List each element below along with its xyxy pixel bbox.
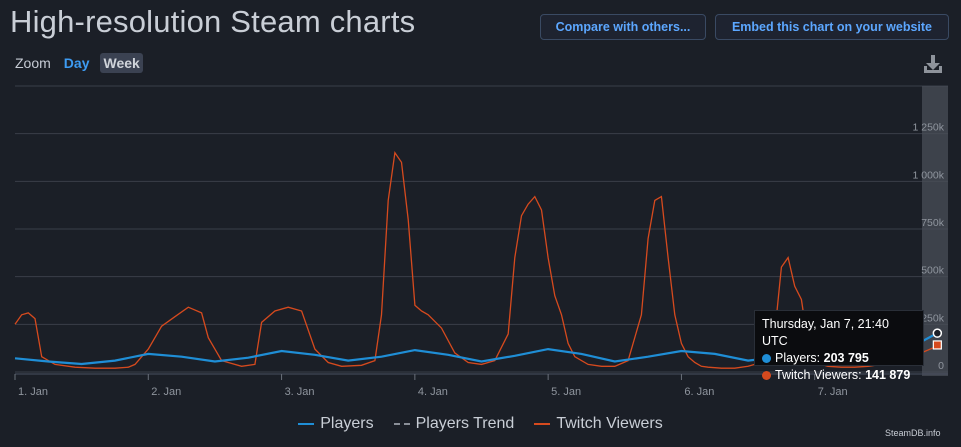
players-line-icon bbox=[298, 423, 315, 425]
chart-gridlines bbox=[15, 85, 948, 373]
zoom-week-button[interactable]: Week bbox=[100, 53, 143, 73]
x-tick-label: 5. Jan bbox=[551, 386, 581, 398]
legend-item-players-trend[interactable]: Players Trend bbox=[393, 415, 515, 433]
x-tick-label: 2. Jan bbox=[151, 386, 181, 398]
y-tick-label: 250k bbox=[921, 312, 945, 324]
legend-item-players[interactable]: Players bbox=[298, 415, 374, 433]
series-line-twitch-viewers bbox=[14, 150, 938, 369]
x-tick-label: 4. Jan bbox=[418, 386, 448, 398]
players-dot-icon bbox=[762, 354, 771, 363]
credit-link[interactable]: SteamDB.info bbox=[885, 428, 941, 438]
y-tick-label: 750k bbox=[921, 217, 945, 229]
x-tick-label: 1. Jan bbox=[18, 386, 48, 398]
x-axis-ticks: 1. Jan 2. Jan 3. Jan 4. Jan 5. Jan 6. Jan 7. J… bbox=[14, 373, 948, 398]
viewers-dot-icon bbox=[762, 371, 771, 380]
x-tick-label: 3. Jan bbox=[285, 386, 315, 398]
y-tick-label: 1 000k bbox=[912, 169, 944, 181]
x-tick-label: 7. Jan bbox=[818, 386, 848, 398]
players-hover-marker bbox=[932, 328, 943, 338]
zoom-controls: Zoom Day Week bbox=[15, 53, 151, 73]
hover-markers bbox=[932, 328, 943, 350]
tooltip-title: Thursday, Jan 7, 21:40 UTC bbox=[762, 317, 889, 348]
viewers-line-icon bbox=[534, 423, 551, 425]
page-title: High-resolution Steam charts bbox=[10, 4, 416, 39]
tooltip-players-label: Players: bbox=[775, 351, 821, 365]
chart-tooltip: Thursday, Jan 7, 21:40 UTC Players: 203 … bbox=[754, 310, 924, 382]
viewers-hover-marker bbox=[932, 340, 942, 350]
y-tick-label: 1 250k bbox=[912, 122, 944, 134]
trend-line-icon bbox=[393, 423, 410, 425]
tooltip-players-value: 203 795 bbox=[823, 351, 869, 365]
zoom-day-button[interactable]: Day bbox=[63, 55, 90, 71]
y-tick-label: 500k bbox=[921, 265, 945, 277]
y-axis-ticks: 0 250k 500k 750k 1 000k 1 250k bbox=[912, 122, 944, 372]
zoom-label: Zoom bbox=[15, 55, 51, 71]
legend-label-twitch-viewers: Twitch Viewers bbox=[556, 415, 663, 432]
y-tick-label: 0 bbox=[938, 360, 944, 372]
download-icon[interactable] bbox=[922, 53, 944, 75]
tooltip-viewers-value: 141 879 bbox=[865, 368, 911, 382]
legend-label-players: Players bbox=[320, 415, 374, 432]
navigator-handle[interactable] bbox=[922, 86, 948, 376]
x-tick-label: 6. Jan bbox=[684, 386, 714, 398]
tooltip-players-row: Players: 203 795 bbox=[762, 350, 916, 367]
tooltip-viewers-label: Twitch Viewers: bbox=[775, 368, 862, 382]
chart-legend: Players Players Trend Twitch Viewers bbox=[0, 415, 961, 433]
legend-label-players-trend: Players Trend bbox=[415, 415, 515, 432]
compare-button[interactable]: Compare with others... bbox=[540, 14, 706, 40]
tooltip-viewers-row: Twitch Viewers: 141 879 bbox=[762, 367, 916, 384]
legend-item-twitch-viewers[interactable]: Twitch Viewers bbox=[534, 415, 663, 433]
embed-chart-button[interactable]: Embed this chart on your website bbox=[715, 14, 949, 40]
